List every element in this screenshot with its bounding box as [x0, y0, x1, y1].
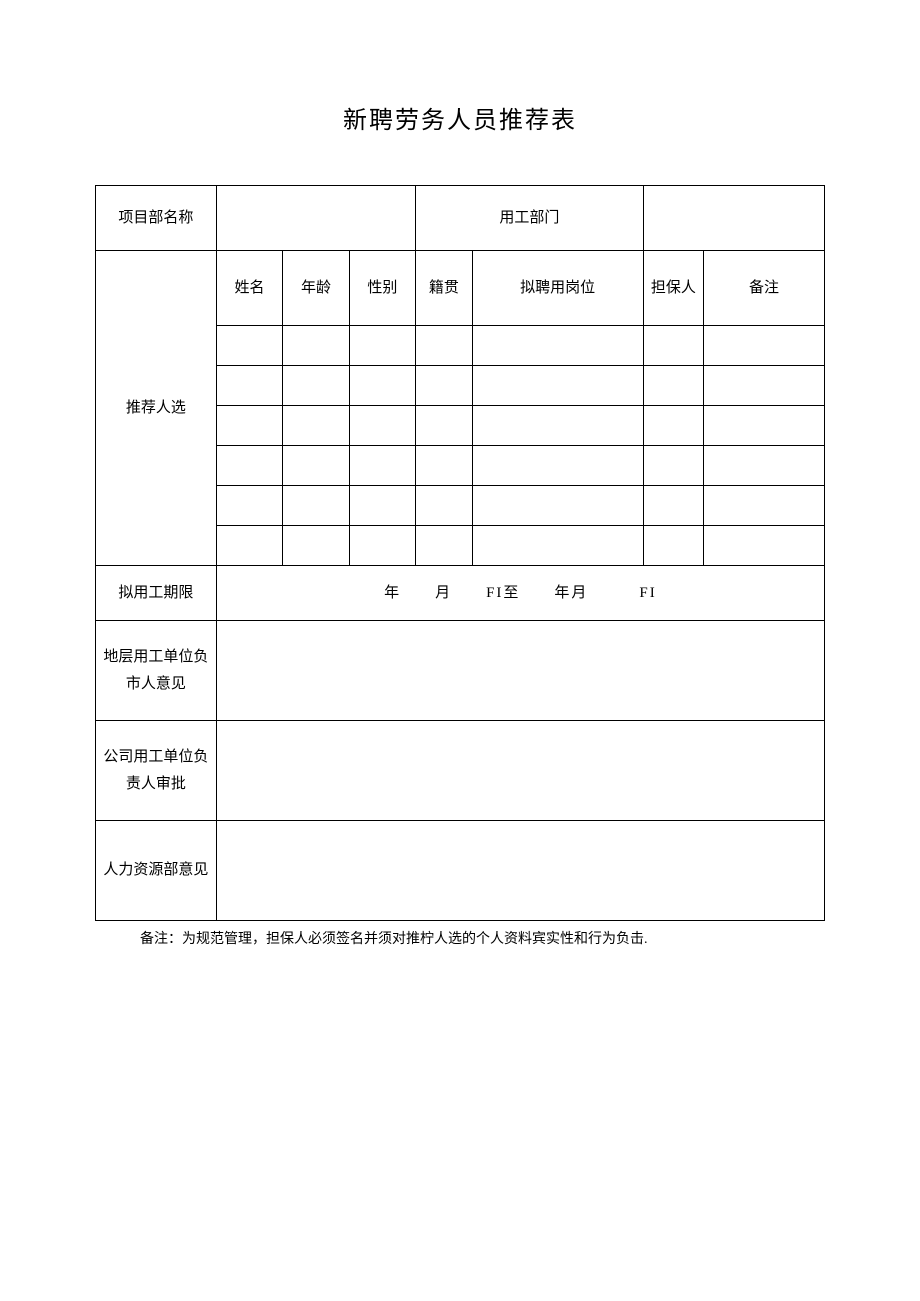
header-origin: 籍贯	[416, 251, 472, 326]
cell-gender[interactable]	[349, 526, 415, 566]
cell-name[interactable]	[216, 366, 282, 406]
cell-gender[interactable]	[349, 486, 415, 526]
value-period[interactable]: 年 月 FI至 年月 FI	[216, 566, 824, 621]
cell-name[interactable]	[216, 326, 282, 366]
cell-age[interactable]	[283, 486, 349, 526]
header-remarks: 备注	[704, 251, 825, 326]
cell-origin[interactable]	[416, 366, 472, 406]
cell-position[interactable]	[472, 526, 643, 566]
recommendation-form-table: 项目部名称 用工部门 推荐人选 姓名 年龄 性别 籍贯 拟聘用岗位 担保人 备注	[95, 185, 825, 921]
cell-guarantor[interactable]	[643, 406, 703, 446]
cell-origin[interactable]	[416, 526, 472, 566]
cell-position[interactable]	[472, 326, 643, 366]
cell-name[interactable]	[216, 406, 282, 446]
label-department: 用工部门	[416, 186, 644, 251]
label-project-name: 项目部名称	[96, 186, 217, 251]
cell-age[interactable]	[283, 526, 349, 566]
cell-gender[interactable]	[349, 446, 415, 486]
value-department[interactable]	[643, 186, 824, 251]
cell-guarantor[interactable]	[643, 326, 703, 366]
label-ground-opinion: 地层用工单位负市人意见	[96, 621, 217, 721]
cell-position[interactable]	[472, 366, 643, 406]
cell-position[interactable]	[472, 486, 643, 526]
cell-guarantor[interactable]	[643, 446, 703, 486]
label-hr-opinion: 人力资源部意见	[96, 821, 217, 921]
cell-guarantor[interactable]	[643, 486, 703, 526]
cell-name[interactable]	[216, 526, 282, 566]
cell-name[interactable]	[216, 486, 282, 526]
value-project-name[interactable]	[216, 186, 415, 251]
cell-remarks[interactable]	[704, 526, 825, 566]
cell-remarks[interactable]	[704, 366, 825, 406]
cell-position[interactable]	[472, 406, 643, 446]
cell-remarks[interactable]	[704, 406, 825, 446]
header-guarantor: 担保人	[643, 251, 703, 326]
cell-origin[interactable]	[416, 406, 472, 446]
footnote-text: 备注：为规范管理，担保人必须签名并须对推柠人选的个人资料宾实性和行为负击.	[95, 929, 825, 951]
header-age: 年龄	[283, 251, 349, 326]
header-position: 拟聘用岗位	[472, 251, 643, 326]
cell-age[interactable]	[283, 326, 349, 366]
cell-guarantor[interactable]	[643, 366, 703, 406]
cell-age[interactable]	[283, 446, 349, 486]
cell-remarks[interactable]	[704, 446, 825, 486]
cell-age[interactable]	[283, 366, 349, 406]
cell-origin[interactable]	[416, 326, 472, 366]
cell-name[interactable]	[216, 446, 282, 486]
value-hr-opinion[interactable]	[216, 821, 824, 921]
cell-age[interactable]	[283, 406, 349, 446]
label-candidates: 推荐人选	[96, 251, 217, 566]
value-company-approval[interactable]	[216, 721, 824, 821]
cell-remarks[interactable]	[704, 486, 825, 526]
header-gender: 性别	[349, 251, 415, 326]
cell-remarks[interactable]	[704, 326, 825, 366]
cell-guarantor[interactable]	[643, 526, 703, 566]
label-company-approval: 公司用工单位负责人审批	[96, 721, 217, 821]
cell-origin[interactable]	[416, 446, 472, 486]
cell-gender[interactable]	[349, 406, 415, 446]
label-period: 拟用工期限	[96, 566, 217, 621]
cell-gender[interactable]	[349, 366, 415, 406]
form-title: 新聘劳务人员推荐表	[95, 100, 825, 135]
cell-position[interactable]	[472, 446, 643, 486]
cell-gender[interactable]	[349, 326, 415, 366]
cell-origin[interactable]	[416, 486, 472, 526]
header-name: 姓名	[216, 251, 282, 326]
value-ground-opinion[interactable]	[216, 621, 824, 721]
